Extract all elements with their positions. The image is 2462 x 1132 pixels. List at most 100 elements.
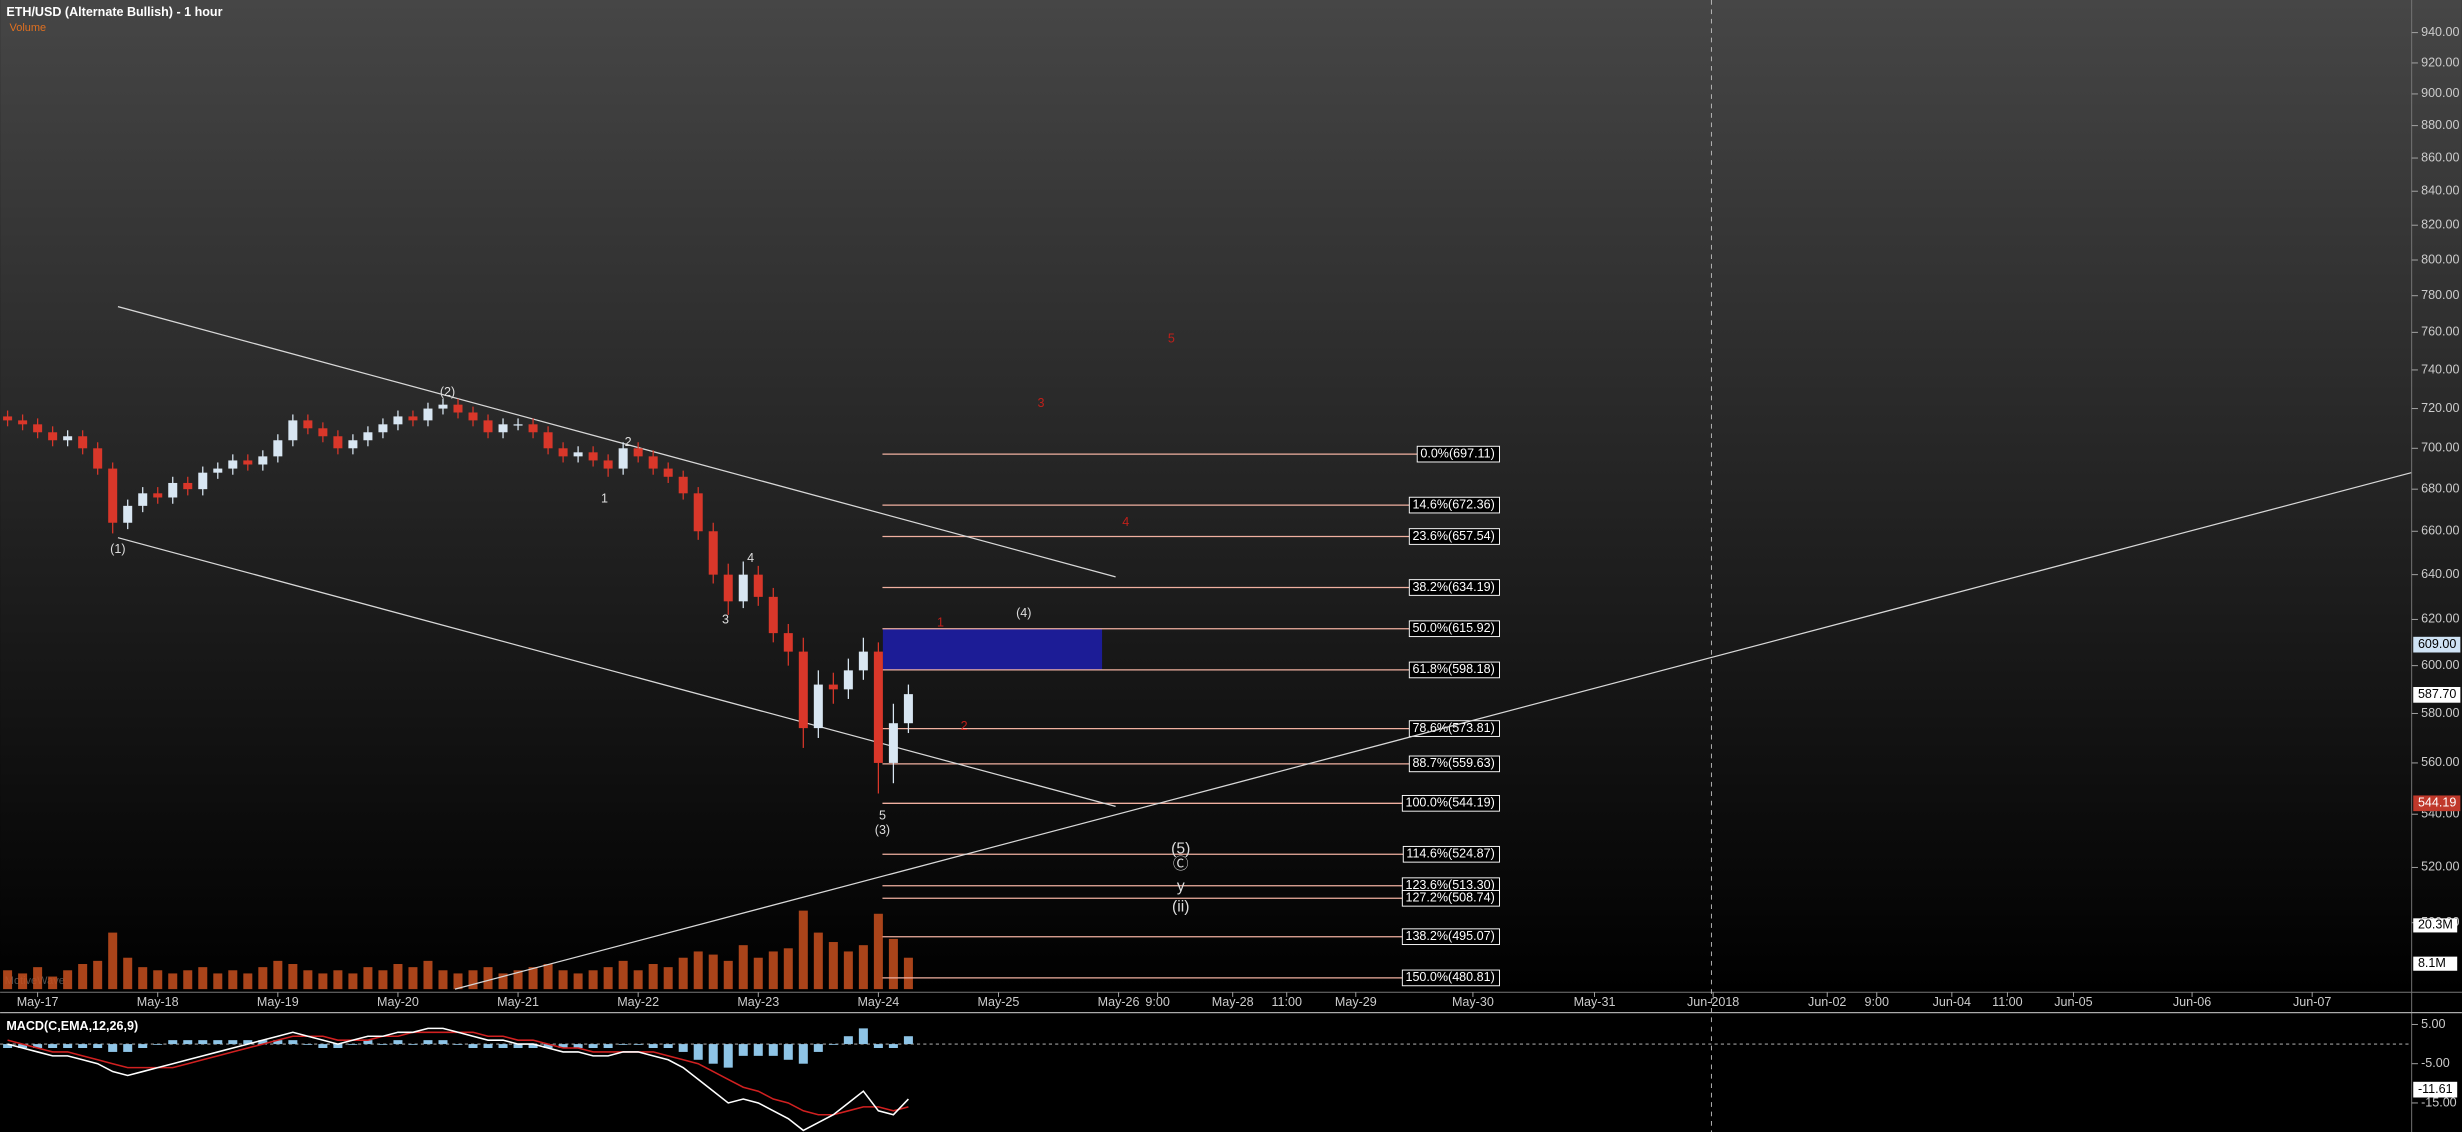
macd-histogram-bar <box>888 1044 898 1049</box>
candle-body <box>648 456 658 469</box>
candle-body <box>573 452 583 457</box>
macd-histogram-bar <box>738 1044 748 1056</box>
price-pane <box>0 0 2462 993</box>
volume-bar <box>333 970 343 990</box>
fib-label-box <box>1408 620 1500 638</box>
x-tick-label: May-17 <box>17 995 59 1009</box>
fib-label: 138.2%(495.07) <box>1405 929 1494 943</box>
volume-bar <box>93 960 103 990</box>
candle-body <box>738 574 748 602</box>
volume-bar <box>543 964 553 990</box>
volume-legend: Volume <box>10 22 47 34</box>
lower-pane <box>0 992 2462 1132</box>
y-tick-label: 520.00 <box>2421 860 2459 874</box>
volume-bar <box>198 967 208 990</box>
price-tag <box>2413 636 2461 653</box>
wave-label: 3 <box>1038 396 1045 410</box>
macd-histogram-bar <box>408 1044 418 1045</box>
fib-label-box <box>1408 720 1500 737</box>
candle-body <box>408 416 418 421</box>
y-tick-label: 920.00 <box>2421 55 2459 69</box>
macd-histogram-bar <box>18 1044 28 1049</box>
macd-histogram-bar <box>798 1044 808 1064</box>
macd-histogram-bar <box>228 1040 238 1045</box>
wave-label: 2 <box>625 435 632 449</box>
wave-label: 4 <box>1122 515 1129 529</box>
y-tick-label: 760.00 <box>2421 325 2459 339</box>
volume-bar <box>108 932 118 990</box>
wave-label: (4) <box>1016 606 1031 620</box>
macd-y-tick-label: -5.00 <box>2421 1056 2450 1070</box>
macd-histogram-bar <box>108 1044 118 1052</box>
candle-body <box>633 448 643 457</box>
macd-y-tick-label: 5.00 <box>2421 1017 2445 1031</box>
x-tick-label: May-23 <box>737 995 779 1009</box>
macd-histogram-bar <box>663 1044 673 1049</box>
fib-label: 114.6%(524.87) <box>1406 847 1494 861</box>
candle-body <box>858 651 868 671</box>
volume-bar <box>708 954 718 990</box>
macd-histogram-bar <box>78 1044 88 1049</box>
fib-label-box <box>1416 445 1500 463</box>
volume-bar <box>3 970 13 990</box>
macd-y-tick-label: -15.00 <box>2421 1095 2457 1109</box>
candle-body <box>468 412 478 421</box>
candle-body <box>903 694 913 724</box>
fib-label: 61.8%(598.18) <box>1412 662 1494 676</box>
wave-label: (3) <box>875 823 890 837</box>
volume-bar <box>798 910 808 990</box>
macd-histogram-bar <box>63 1044 73 1049</box>
volume-bar <box>363 967 373 990</box>
x-tick-label: Jun-02 <box>1808 995 1846 1009</box>
fib-label-box <box>1408 496 1500 514</box>
x-tick-label: 11:00 <box>1992 995 2022 1009</box>
wave-label: 1 <box>937 616 944 630</box>
macd-histogram-bar <box>183 1040 193 1045</box>
volume-bar <box>153 970 163 990</box>
fib-label-box <box>1401 969 1500 987</box>
x-tick-label: Jun-06 <box>2173 995 2211 1009</box>
y-tick-label: 560.00 <box>2421 755 2459 769</box>
y-tick-label: 700.00 <box>2421 441 2459 455</box>
candle-body <box>513 424 523 426</box>
candle-body <box>123 505 133 523</box>
candle-body <box>138 493 148 506</box>
macd-histogram-bar <box>453 1044 463 1045</box>
macd-histogram-bar <box>828 1044 838 1045</box>
y-tick-label: 720.00 <box>2421 401 2459 415</box>
macd-histogram-bar <box>33 1044 43 1049</box>
volume-bar <box>168 973 178 990</box>
macd-histogram-bar <box>393 1040 403 1045</box>
candle-body <box>753 574 763 597</box>
macd-histogram-bar <box>3 1044 13 1049</box>
macd-histogram-bar <box>618 1044 628 1045</box>
candle-body <box>708 531 718 575</box>
volume-bar <box>693 951 703 990</box>
candle-body <box>663 468 673 477</box>
candle-body <box>213 468 223 473</box>
wave-label: Ⓒ <box>1173 855 1189 873</box>
candle-body <box>558 448 568 457</box>
macd-histogram-bar <box>438 1040 448 1045</box>
wave-label: 1 <box>601 492 608 506</box>
volume-bar <box>843 951 853 990</box>
volume-bar <box>33 967 43 990</box>
macd-histogram-bar <box>288 1040 298 1045</box>
volume-bar <box>888 938 898 990</box>
candle-body <box>483 420 493 433</box>
volume-bar <box>393 964 403 990</box>
volume-bar <box>48 976 58 990</box>
fib-label: 38.2%(634.19) <box>1412 580 1494 594</box>
volume-bar <box>348 973 358 990</box>
target-zone <box>882 628 1103 670</box>
x-tick-label: May-31 <box>1574 995 1616 1009</box>
candle-body <box>843 670 853 690</box>
macd-tag <box>2413 1081 2458 1098</box>
y-tick-label: 820.00 <box>2421 218 2459 232</box>
fib-label-box <box>1408 579 1500 596</box>
x-tick-label: Jun-04 <box>1933 995 1971 1009</box>
candle-body <box>318 428 328 437</box>
candle-body <box>723 574 733 602</box>
macd-histogram-bar <box>168 1040 178 1045</box>
